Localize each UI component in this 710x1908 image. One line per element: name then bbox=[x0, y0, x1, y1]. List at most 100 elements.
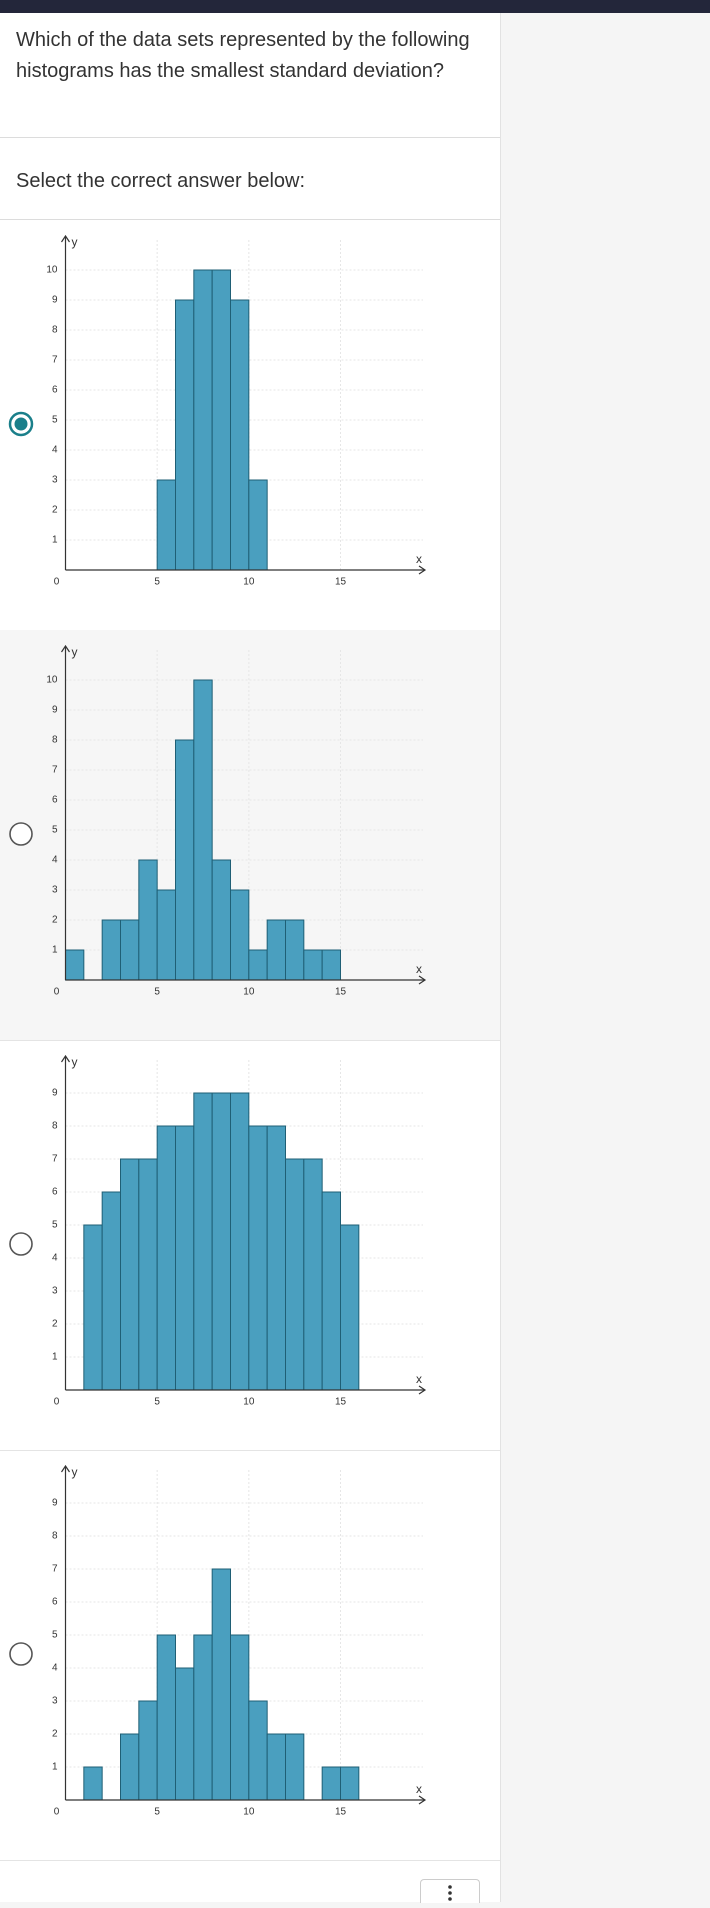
y-tick-label: 1 bbox=[52, 535, 58, 546]
y-tick-label: 4 bbox=[52, 1663, 58, 1674]
histogram-bar bbox=[211, 1568, 232, 1801]
answer-option[interactable]: 1 2 3 4 5 6 7 8 9 10 0 5 10 15 x y bbox=[0, 630, 500, 1041]
y-tick-label: 3 bbox=[52, 1286, 58, 1297]
histogram-bar bbox=[83, 1224, 103, 1391]
y-tick-label: 2 bbox=[52, 915, 58, 926]
histogram-bar bbox=[230, 889, 250, 981]
top-bar bbox=[0, 0, 710, 13]
y-tick-label: 9 bbox=[52, 1498, 58, 1509]
y-tick-label: 3 bbox=[52, 885, 58, 896]
histogram-bar bbox=[248, 1125, 268, 1391]
y-tick-label: 6 bbox=[52, 795, 58, 806]
histogram-bar bbox=[211, 859, 232, 981]
radio[interactable] bbox=[9, 1232, 33, 1256]
histogram-bar bbox=[340, 1766, 360, 1801]
y-tick-label: 4 bbox=[52, 855, 58, 866]
instruction-text: Select the correct answer below: bbox=[16, 170, 306, 192]
y-tick-label: 3 bbox=[52, 1696, 58, 1707]
histogram-bar bbox=[211, 269, 232, 571]
answer-option[interactable]: 1 2 3 4 5 6 7 8 9 10 0 5 10 15 x y bbox=[0, 220, 500, 631]
x-tick-label: 5 bbox=[154, 1397, 160, 1408]
x-tick-label: 0 bbox=[54, 1397, 60, 1408]
question-panel: Which of the data sets represented by th… bbox=[0, 13, 501, 1902]
x-tick-label: 5 bbox=[154, 1807, 160, 1818]
separator bbox=[0, 137, 500, 138]
y-tick-label: 8 bbox=[52, 735, 58, 746]
histogram-bar bbox=[156, 1634, 177, 1801]
histogram-bar bbox=[266, 919, 286, 981]
histogram-bar bbox=[175, 1667, 195, 1801]
radio[interactable] bbox=[9, 822, 33, 846]
y-tick-label: 6 bbox=[52, 385, 58, 396]
question-text: Which of the data sets represented by th… bbox=[16, 29, 470, 82]
y-tick-label: 7 bbox=[52, 355, 58, 366]
x-axis-label: x bbox=[416, 962, 422, 976]
histogram-bar bbox=[230, 1634, 250, 1801]
answer-option[interactable]: 1 2 3 4 5 6 7 8 9 0 5 10 15 x y bbox=[0, 1040, 500, 1451]
y-tick-label: 5 bbox=[52, 1220, 58, 1231]
y-tick-label: 2 bbox=[52, 1319, 58, 1330]
histogram-bar bbox=[156, 479, 177, 571]
y-tick-label: 4 bbox=[52, 445, 58, 456]
histogram-bar bbox=[248, 1700, 268, 1801]
histogram-bar bbox=[248, 949, 268, 981]
y-tick-label: 1 bbox=[52, 1762, 58, 1773]
y-tick-label: 8 bbox=[52, 1121, 58, 1132]
histogram-bar bbox=[303, 949, 323, 981]
histogram-bar bbox=[321, 949, 341, 981]
y-axis-arrow bbox=[61, 1464, 70, 1473]
x-axis-arrow bbox=[418, 1385, 427, 1395]
y-tick-label: 7 bbox=[52, 765, 58, 776]
x-tick-label: 0 bbox=[54, 577, 60, 588]
histogram-bar bbox=[230, 299, 250, 571]
y-tick-label: 7 bbox=[52, 1564, 58, 1575]
histogram-bar bbox=[65, 949, 85, 981]
histogram-bar bbox=[230, 1092, 250, 1391]
histogram-bar bbox=[120, 1158, 140, 1391]
histogram-bar bbox=[340, 1224, 360, 1391]
histogram-bar bbox=[101, 919, 121, 981]
histogram-bar bbox=[120, 1733, 140, 1801]
histogram-bar bbox=[156, 1125, 177, 1391]
y-tick-label: 5 bbox=[52, 1630, 58, 1641]
answer-option[interactable]: 1 2 3 4 5 6 7 8 9 0 5 10 15 x y bbox=[0, 1450, 500, 1861]
radio[interactable] bbox=[9, 1642, 33, 1666]
y-tick-label: 9 bbox=[52, 295, 58, 306]
histogram-bar bbox=[193, 1092, 213, 1391]
y-axis-label: y bbox=[72, 645, 78, 659]
x-tick-label: 15 bbox=[335, 577, 347, 588]
x-tick-label: 5 bbox=[154, 987, 160, 998]
histogram-bar bbox=[285, 1733, 305, 1801]
y-tick-label: 2 bbox=[52, 1729, 58, 1740]
x-tick-label: 10 bbox=[243, 577, 255, 588]
histogram-bar bbox=[193, 1634, 213, 1801]
x-tick-label: 10 bbox=[243, 1397, 255, 1408]
x-axis-label: x bbox=[416, 1372, 422, 1386]
y-tick-label: 5 bbox=[52, 825, 58, 836]
x-tick-label: 0 bbox=[54, 987, 60, 998]
x-tick-label: 5 bbox=[154, 577, 160, 588]
y-tick-label: 9 bbox=[52, 1088, 58, 1099]
separator bbox=[0, 219, 500, 220]
histogram-bar bbox=[266, 1125, 286, 1391]
x-axis-label: x bbox=[416, 1782, 422, 1796]
histogram-bar bbox=[193, 269, 213, 571]
histogram-chart: 1 2 3 4 5 6 7 8 9 0 5 10 15 x y bbox=[9, 1464, 427, 1818]
y-tick-label: 3 bbox=[52, 475, 58, 486]
histogram-bar bbox=[285, 919, 305, 981]
more-icon bbox=[448, 1885, 452, 1901]
y-axis-label: y bbox=[72, 1055, 78, 1069]
histogram-bar bbox=[285, 1158, 305, 1391]
y-tick-label: 7 bbox=[52, 1154, 58, 1165]
histogram-bar bbox=[101, 1191, 121, 1391]
y-tick-label: 8 bbox=[52, 1531, 58, 1542]
histogram-bar bbox=[156, 889, 177, 981]
radio-dot bbox=[14, 417, 28, 431]
x-tick-label: 10 bbox=[243, 987, 255, 998]
y-tick-label: 8 bbox=[52, 325, 58, 336]
more-menu-button[interactable] bbox=[420, 1879, 480, 1903]
histogram-bar bbox=[303, 1158, 323, 1391]
histogram-bar bbox=[138, 1700, 158, 1801]
y-tick-label: 9 bbox=[52, 705, 58, 716]
